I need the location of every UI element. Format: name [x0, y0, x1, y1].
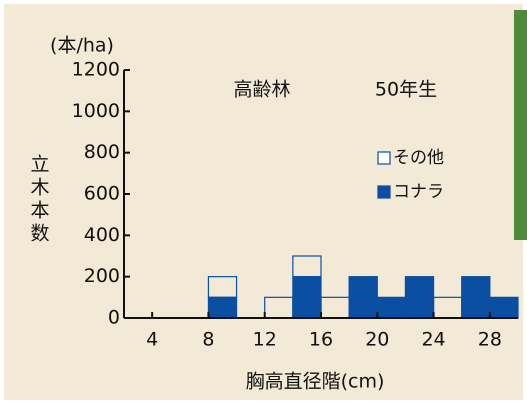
y-tick-label: 800	[84, 141, 120, 163]
bar	[292, 276, 322, 319]
chart-subtitle: 50年生	[375, 79, 437, 101]
bar	[292, 255, 322, 278]
y-axis-label: 立木本数	[28, 154, 50, 246]
bar	[376, 296, 407, 319]
y-tick-label: 1000	[72, 100, 120, 122]
x-tick-label: 20	[365, 329, 389, 351]
x-tick-label: 16	[309, 329, 333, 351]
bar	[489, 296, 519, 319]
legend-marker	[377, 185, 391, 199]
legend-label: その他	[393, 148, 444, 168]
photo-edge	[514, 10, 527, 240]
x-tick-label: 4	[146, 329, 158, 351]
y-tick-label: 400	[84, 224, 120, 246]
background	[4, 4, 523, 400]
y-tick-label: 0	[108, 307, 120, 329]
y-tick-label: 200	[84, 265, 120, 287]
bar	[348, 276, 378, 319]
bar	[207, 296, 238, 319]
x-tick-label: 24	[421, 329, 445, 351]
y-tick-label: 600	[84, 183, 120, 205]
x-tick-label: 28	[478, 329, 502, 351]
chart-title: 高齢林	[233, 79, 290, 101]
legend-label: コナラ	[393, 182, 444, 202]
bar	[461, 276, 491, 319]
bar	[207, 276, 238, 298]
x-tick-label: 12	[253, 329, 277, 351]
x-axis-label: 胸高直径階(cm)	[246, 371, 385, 393]
legend-marker	[377, 151, 391, 165]
x-tick-label: 8	[202, 329, 214, 351]
y-tick-label: 1200	[72, 59, 120, 81]
bar	[404, 276, 435, 319]
y-unit: (本/ha)	[50, 35, 114, 57]
